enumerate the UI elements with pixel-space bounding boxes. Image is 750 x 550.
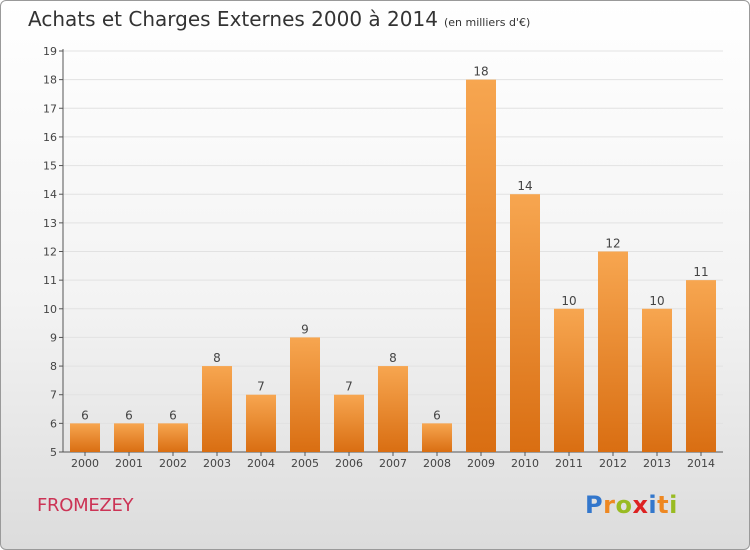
bar-2002 [158, 423, 188, 452]
x-tick-label: 2014 [687, 457, 715, 470]
data-label: 18 [473, 65, 488, 79]
logo-letter: x [632, 491, 649, 519]
bar-2007 [378, 366, 408, 452]
bar-2008 [422, 423, 452, 452]
y-tick-label: 14 [43, 188, 57, 201]
data-label: 6 [169, 408, 177, 422]
bar-2009 [466, 79, 496, 453]
x-tick-label: 2001 [115, 457, 143, 470]
x-tick-label: 2008 [423, 457, 451, 470]
bar-2014 [686, 280, 716, 452]
data-label: 6 [125, 408, 133, 422]
bar-2012 [598, 251, 628, 452]
x-tick-label: 2006 [335, 457, 363, 470]
logo-letter: P [585, 491, 604, 519]
x-tick-label: 2012 [599, 457, 627, 470]
y-tick-label: 11 [43, 274, 57, 287]
data-label: 10 [649, 294, 664, 308]
data-label: 6 [81, 408, 89, 422]
y-tick-label: 16 [43, 131, 57, 144]
bar-2010 [510, 194, 540, 452]
logo-letter: r [603, 491, 616, 519]
data-label: 10 [561, 294, 576, 308]
x-tick-label: 2000 [71, 457, 99, 470]
bars [70, 79, 716, 453]
data-label: 11 [693, 265, 708, 279]
y-tick-label: 18 [43, 74, 57, 87]
y-tick-label: 8 [50, 360, 57, 373]
x-tick-label: 2010 [511, 457, 539, 470]
bar-2003 [202, 366, 232, 452]
y-tick-label: 6 [50, 417, 57, 430]
x-tick-label: 2002 [159, 457, 187, 470]
data-label: 8 [389, 351, 397, 365]
y-tick-label: 10 [43, 303, 57, 316]
bar-2001 [114, 423, 144, 452]
chart-unit: (en milliers d'€) [443, 16, 531, 29]
y-tick-label: 19 [43, 45, 57, 58]
y-tick-label: 5 [50, 446, 57, 459]
y-tick-label: 17 [43, 102, 57, 115]
bar-2000 [70, 423, 100, 452]
logo-letter: o [615, 491, 633, 519]
x-tick-label: 2009 [467, 457, 495, 470]
data-label: 7 [345, 380, 353, 394]
x-tick-label: 2003 [203, 457, 231, 470]
logo-letter: i [669, 491, 678, 519]
y-tick-label: 15 [43, 160, 57, 173]
x-tick-label: 2005 [291, 457, 319, 470]
bar-2013 [642, 308, 672, 452]
y-tick-label: 13 [43, 217, 57, 230]
bar-2005 [290, 337, 320, 452]
y-tick-label: 7 [50, 389, 57, 402]
data-label: 9 [301, 322, 309, 336]
proxiti-logo: Proxiti [585, 491, 678, 519]
x-tick-label: 2011 [555, 457, 583, 470]
data-label: 12 [605, 237, 620, 251]
x-tick-label: 2004 [247, 457, 275, 470]
y-tick-label: 12 [43, 246, 57, 259]
bar-2006 [334, 394, 364, 452]
data-label: 14 [517, 179, 532, 193]
data-labels: 6 6 6 8 7 9 7 8 6 18 14 10 12 10 11 [81, 65, 708, 423]
logo-letter: i [648, 491, 658, 519]
commune-name: FROMEZEY [37, 495, 134, 516]
y-tick-labels: 5 6 7 8 9 10 11 12 13 14 15 16 17 18 19 [43, 45, 57, 459]
data-label: 7 [257, 380, 265, 394]
chart-title: Achats et Charges Externes 2000 à 2014 [28, 7, 438, 31]
data-label: 8 [213, 351, 221, 365]
y-tick-label: 9 [50, 331, 57, 344]
data-label: 6 [433, 408, 441, 422]
x-tick-label: 2007 [379, 457, 407, 470]
x-tick-label: 2013 [643, 457, 671, 470]
logo-letter: t [657, 491, 670, 519]
bar-2004 [246, 394, 276, 452]
bar-2011 [554, 308, 584, 452]
x-tick-labels: 2000 2001 2002 2003 2004 2005 2006 2007 2008 2009… [71, 457, 715, 470]
chart-title-block: Achats et Charges Externes 2000 à 2014 (e… [28, 7, 530, 31]
